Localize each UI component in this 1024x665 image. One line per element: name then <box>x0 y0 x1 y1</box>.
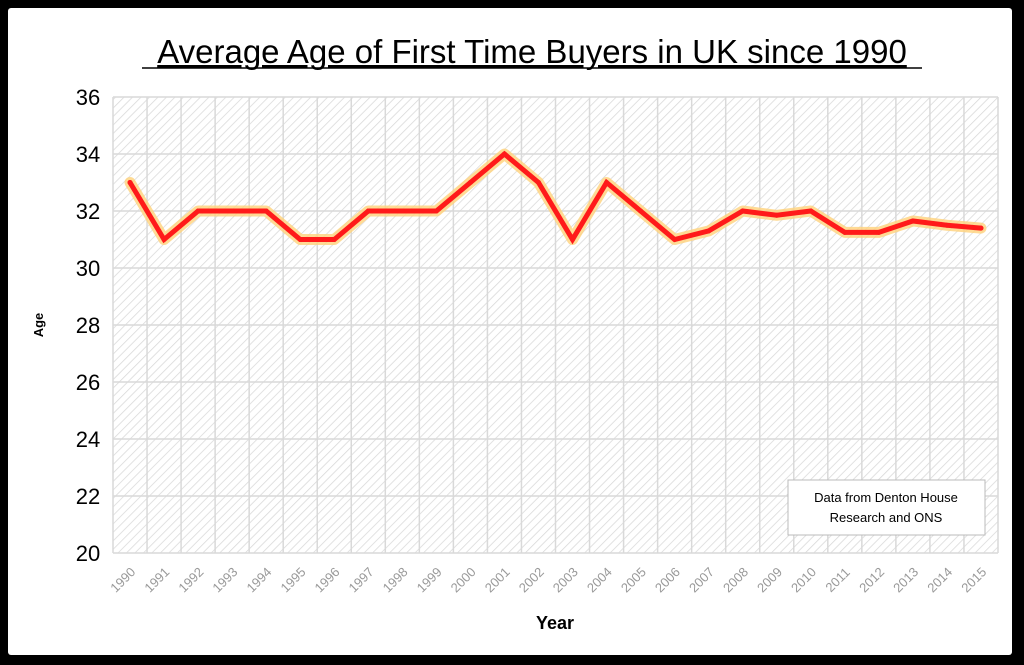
data-point <box>570 237 576 242</box>
data-point <box>604 180 610 185</box>
annotation-line-2: Research and ONS <box>830 510 943 525</box>
data-point <box>399 208 405 214</box>
data-point <box>638 208 644 214</box>
y-tick-label: 26 <box>76 370 100 395</box>
data-point <box>263 208 269 214</box>
data-point <box>297 237 303 242</box>
y-tick-label: 34 <box>76 142 100 167</box>
data-point <box>978 225 984 231</box>
y-tick-label: 24 <box>76 427 100 452</box>
annotation-box <box>787 479 986 536</box>
data-point <box>774 212 780 218</box>
data-point <box>501 151 507 157</box>
y-tick-label: 22 <box>76 484 100 509</box>
data-point <box>127 180 133 185</box>
y-tick-label: 36 <box>76 85 100 110</box>
y-axis-label: Age <box>31 313 46 338</box>
y-tick-label: 30 <box>76 256 100 281</box>
data-point <box>808 208 814 214</box>
data-point <box>535 180 541 185</box>
data-point <box>433 208 439 214</box>
data-point <box>740 208 746 214</box>
data-point <box>365 208 371 214</box>
y-tick-label: 32 <box>76 199 100 224</box>
annotation-line-1: Data from Denton House <box>814 490 958 505</box>
data-point <box>910 218 916 224</box>
data-point <box>944 222 950 228</box>
x-axis-label: Year <box>536 613 574 633</box>
y-tick-label: 28 <box>76 313 100 338</box>
data-point <box>161 237 167 242</box>
data-point <box>706 228 712 234</box>
series-line <box>127 150 984 245</box>
data-point <box>672 237 678 242</box>
data-point <box>842 229 848 235</box>
data-point <box>195 208 201 214</box>
chart-title: Average Age of First Time Buyers in UK s… <box>157 33 907 70</box>
data-point <box>229 208 235 214</box>
y-tick-label: 20 <box>76 541 100 566</box>
data-point <box>876 229 882 235</box>
data-point <box>331 237 337 242</box>
data-point <box>467 180 473 185</box>
